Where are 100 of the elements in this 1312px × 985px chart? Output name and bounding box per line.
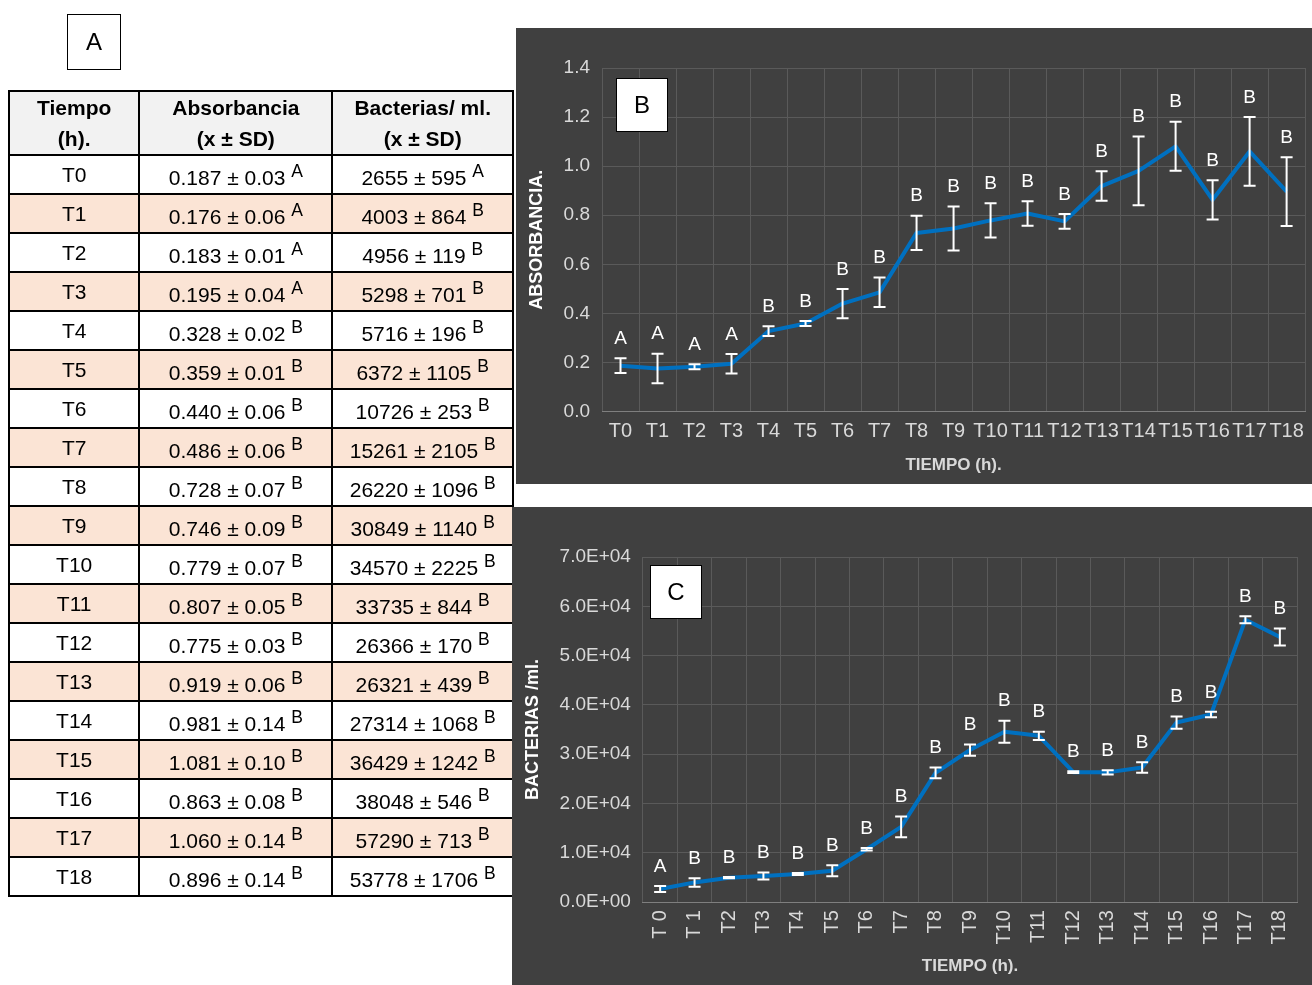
text: 0.896 ± 0.14 $^{B}$ (139, 857, 333, 896)
x-tick-label: T16 (1195, 419, 1230, 442)
text: 0.746 ± 0.09 $^{B}$ (139, 506, 333, 545)
data-label: B (1206, 148, 1219, 170)
text: 26366 ± 170 $^{B}$ (332, 623, 513, 662)
text: T4 (9, 311, 140, 350)
x-tick-label: T14 (1129, 910, 1152, 945)
data-label: B (757, 841, 770, 863)
text: 0.919 ± 0.06 $^{B}$ (139, 662, 333, 701)
x-tick-label: T12 (1047, 419, 1082, 442)
text: 0.359 ± 0.01 $^{B}$ (139, 350, 333, 389)
x-tick-label: T6 (854, 910, 877, 934)
data-label: B (1135, 730, 1149, 752)
text: 5716 ± 196 $^{B}$ (332, 311, 513, 350)
text: Absorbancia (x ± SD) (139, 91, 333, 155)
text: 0.328 ± 0.02 $^{B}$ (139, 311, 333, 350)
text: 57290 ± 713 $^{B}$ (332, 818, 513, 857)
text: T11 (9, 584, 140, 623)
data-label: B (984, 171, 997, 193)
x-tick-label: T3 (719, 419, 744, 442)
text: 4003 ± 864 $^{B}$ (332, 194, 513, 233)
text: 0.440 ± 0.06 $^{B}$ (139, 389, 333, 428)
text: 5298 ± 701 $^{B}$ (332, 272, 513, 311)
x-tick-label: T16 (1198, 910, 1221, 945)
x-tick-label: T3 (750, 910, 773, 934)
y-tick-label: 1.2 (563, 105, 591, 127)
text: T2 (9, 233, 140, 272)
data-label: B (688, 846, 701, 868)
x-tick-label: T15 (1158, 419, 1193, 442)
data-label: B (860, 816, 874, 838)
data-label: B (947, 175, 960, 197)
text: T9 (9, 506, 140, 545)
y-tick-label: 1.0E+04 (559, 841, 632, 863)
text: T10 (9, 545, 140, 584)
x-tick-label: T13 (1084, 419, 1119, 442)
data-label: A (651, 322, 665, 344)
y-tick-label: 3.0E+04 (559, 742, 632, 764)
data-label: B (998, 689, 1011, 711)
x-tick-label: T 1 (682, 910, 705, 939)
text: B (616, 78, 668, 132)
x-tick-label: T11 (1011, 419, 1045, 442)
data-label: B (1095, 140, 1108, 162)
data-label: B (910, 184, 923, 206)
data-label: B (963, 713, 977, 735)
x-tick-label: T9 (957, 910, 980, 934)
text: 0.486 ± 0.06 $^{B}$ (139, 428, 333, 467)
data-label: B (836, 257, 849, 279)
text: 34570 ± 2225 $^{B}$ (332, 545, 513, 584)
text: 0.807 ± 0.05 $^{B}$ (139, 584, 333, 623)
text: 27314 ± 1068 $^{B}$ (332, 701, 513, 740)
y-tick-label: 0.0E+00 (559, 890, 631, 912)
text: 36429 ± 1242 $^{B}$ (332, 740, 513, 779)
x-tick-label: T13 (1095, 910, 1118, 945)
y-axis-title: BACTERIAS /ml. (521, 659, 542, 801)
data-label: B (1239, 584, 1252, 606)
text: T5 (9, 350, 140, 389)
x-tick-label: T1 (645, 419, 670, 442)
x-tick-label: T0 (608, 419, 633, 442)
x-tick-label: T10 (973, 419, 1008, 442)
y-tick-label: 0.2 (563, 350, 591, 372)
y-tick-label: 4.0E+04 (559, 693, 632, 715)
text: T0 (9, 155, 140, 194)
x-tick-label: T7 (867, 419, 892, 442)
text: 0.775 ± 0.03 $^{B}$ (139, 623, 333, 662)
text: 4956 ± 119 $^{B}$ (332, 233, 513, 272)
data-label: B (762, 294, 775, 316)
data-label: B (1204, 680, 1218, 702)
text: 30849 ± 1140 $^{B}$ (332, 506, 513, 545)
data-label: A (614, 327, 628, 349)
data-label: B (1243, 85, 1256, 107)
data-label: B (1170, 685, 1183, 707)
x-tick-label: T18 (1269, 419, 1304, 442)
text: T3 (9, 272, 140, 311)
data-label: B (1280, 126, 1293, 148)
x-tick-label: T2 (682, 419, 707, 442)
data-label: B (1273, 597, 1287, 619)
text: 0.863 ± 0.08 $^{B}$ (139, 779, 333, 818)
data-label: B (1132, 105, 1145, 127)
y-tick-label: 6.0E+04 (559, 594, 632, 616)
text: T12 (9, 623, 140, 662)
text: T8 (9, 467, 140, 506)
x-tick-label: T 0 (647, 910, 670, 939)
x-tick-label: T9 (941, 419, 966, 442)
y-tick-label: 0.0 (563, 399, 591, 421)
data-label: B (894, 785, 908, 807)
data-label: B (1169, 90, 1182, 112)
y-tick-label: 0.6 (563, 252, 591, 274)
y-tick-label: 0.8 (563, 203, 591, 225)
y-tick-label: 1.4 (563, 56, 591, 78)
data-label: A (653, 854, 667, 876)
data-label: B (929, 736, 942, 758)
x-tick-label: T10 (991, 910, 1014, 945)
x-axis-title: TIEMPO (h). (905, 455, 1002, 475)
data-label: A (725, 322, 739, 344)
data-label: B (1021, 170, 1034, 191)
text: C (650, 565, 702, 619)
text: T1 (9, 194, 140, 233)
text: 10726 ± 253 $^{B}$ (332, 389, 513, 428)
data-label: B (799, 289, 812, 311)
y-tick-label: 1.0 (563, 154, 591, 176)
